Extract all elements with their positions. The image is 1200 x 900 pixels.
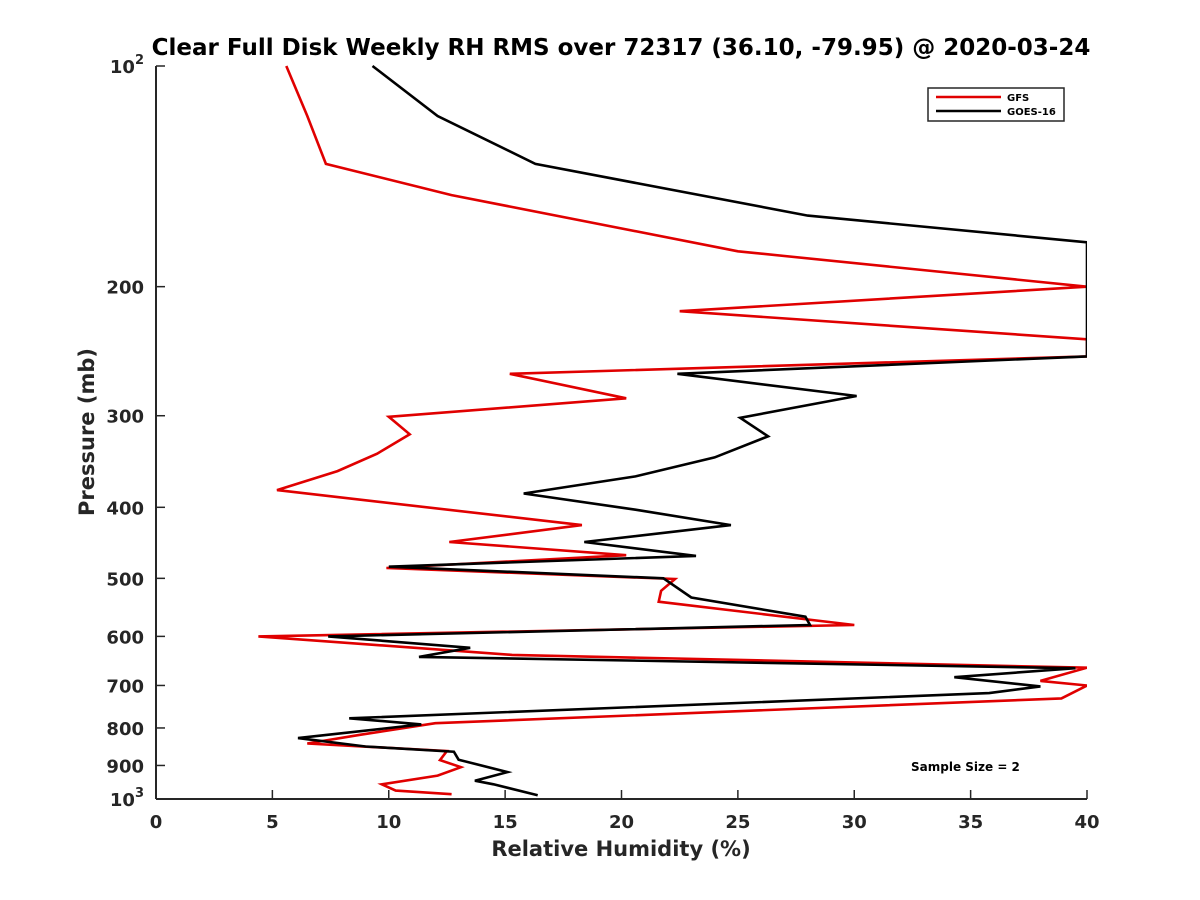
y-tick-label: 500 <box>106 569 144 590</box>
legend: GFS GOES-16 <box>927 87 1065 122</box>
x-axis-label: Relative Humidity (%) <box>491 837 750 861</box>
x-tick-label: 15 <box>493 812 518 833</box>
chart-title: Clear Full Disk Weekly RH RMS over 72317… <box>152 35 1091 61</box>
x-tick-label: 25 <box>725 812 750 833</box>
legend-box <box>927 87 1065 122</box>
x-tick-label: 40 <box>1074 812 1099 833</box>
legend-label-gfs: GFS <box>1007 93 1029 104</box>
y-axis-label: Pressure (mb) <box>75 348 99 516</box>
x-tick-label: 35 <box>958 812 983 833</box>
y-tick-label: 102 <box>110 53 144 78</box>
x-tick-label: 10 <box>376 812 401 833</box>
plot-area: 0 5 10 15 20 25 30 35 40 102 200 300 400 500 600 700 80… <box>106 53 1099 833</box>
x-tick-label: 20 <box>609 812 634 833</box>
x-tick-label: 30 <box>842 812 867 833</box>
y-tick-label: 900 <box>106 756 144 777</box>
y-tick-label: 103 <box>110 786 144 811</box>
series-group <box>258 64 1087 797</box>
y-tick-label: 800 <box>106 719 144 740</box>
legend-label-goes16: GOES-16 <box>1007 107 1056 118</box>
y-tick-label: 200 <box>106 278 144 299</box>
y-tick-label: 400 <box>106 498 144 519</box>
x-tick-label: 5 <box>266 812 279 833</box>
x-tick-label: 0 <box>150 812 163 833</box>
series-line-goes16 <box>297 64 1087 797</box>
y-tick-label: 600 <box>106 627 144 648</box>
y-tick-label: 300 <box>106 407 144 428</box>
y-tick-label: 700 <box>106 676 144 697</box>
series-line-gfs <box>258 65 1087 796</box>
y-ticks: 102 200 300 400 500 600 700 800 900 103 <box>106 53 165 811</box>
sample-size-annotation: Sample Size = 2 <box>911 760 1020 774</box>
x-ticks: 0 5 10 15 20 25 30 35 40 <box>150 790 1100 833</box>
